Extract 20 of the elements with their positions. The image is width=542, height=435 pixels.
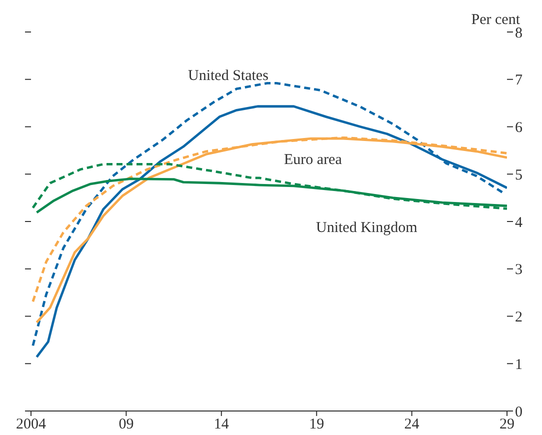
y-tick-label: 0 <box>515 404 522 420</box>
x-tick-label: 29 <box>500 416 514 433</box>
x-tick-label: 2004 <box>16 416 46 433</box>
y-tick-label: 6 <box>515 120 523 136</box>
line-series <box>32 162 507 210</box>
x-tick-label: 19 <box>309 416 324 433</box>
x-tick-label: 14 <box>214 416 230 433</box>
x-tick-label: 09 <box>118 416 134 433</box>
x-tick-label: 24 <box>404 416 420 433</box>
y-axis-title: Per cent <box>471 12 520 28</box>
y-tick-label: 8 <box>515 25 522 42</box>
y-tick-label: 7 <box>515 72 523 89</box>
series-label: Euro area <box>284 152 342 169</box>
series-label: United States <box>188 68 268 85</box>
y-tick-label: 2 <box>515 310 522 326</box>
series-label: United Kingdom <box>316 220 418 237</box>
y-tick-label: 3 <box>515 262 522 278</box>
y-tick-label: 4 <box>515 214 523 231</box>
y-tick-label: 1 <box>515 356 522 373</box>
y-tick-label: 5 <box>515 167 522 184</box>
